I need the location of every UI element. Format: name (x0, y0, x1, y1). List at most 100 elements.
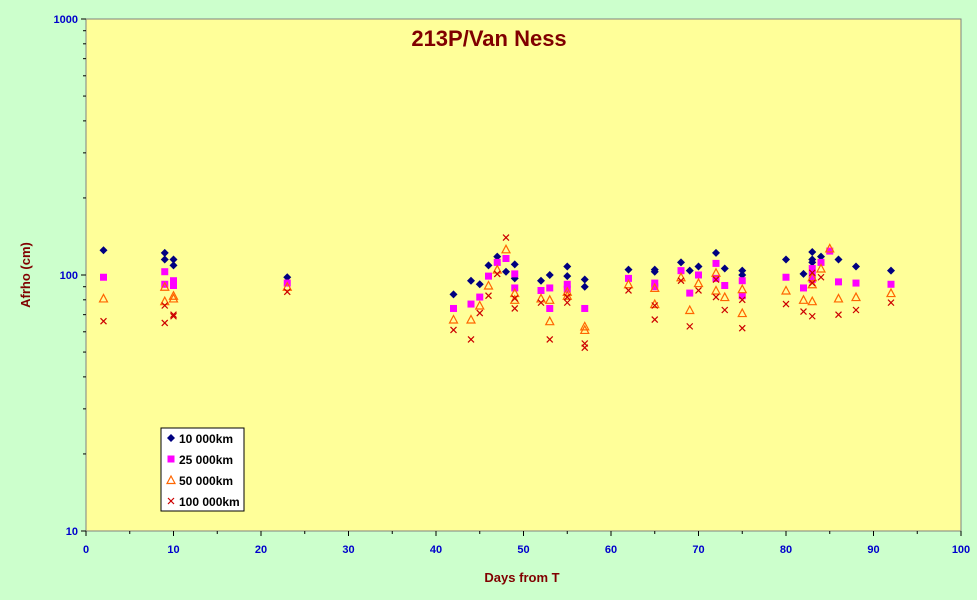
x-tick-label: 60 (605, 544, 617, 556)
data-point (798, 294, 809, 304)
data-point (563, 262, 572, 271)
marker-stroke (695, 287, 702, 294)
x-axis: 0 10 20 30 40 50 60 70 80 90 100 (83, 531, 970, 556)
data-point (817, 273, 825, 281)
data-point (737, 307, 748, 318)
data-point (450, 326, 457, 334)
legend-marker (167, 455, 175, 463)
data-point (537, 286, 545, 294)
marker-stroke (712, 293, 720, 301)
data-point (160, 248, 169, 257)
data-point (511, 305, 519, 312)
data-point (721, 306, 729, 314)
data-point (169, 261, 178, 270)
marker-stroke (546, 336, 554, 343)
marker-stroke (502, 234, 510, 242)
marker-stroke (712, 276, 720, 283)
data-point (466, 314, 476, 324)
series-10-000km (99, 246, 895, 299)
data-point (817, 258, 825, 266)
data-point (168, 293, 179, 303)
x-tick-label: 100 (952, 544, 970, 556)
marker-stroke (170, 311, 177, 319)
data-point (835, 311, 842, 319)
data-point (161, 280, 169, 288)
data-point (835, 278, 842, 286)
data-point (501, 244, 511, 254)
data-point (509, 294, 520, 304)
marker-stroke (651, 302, 659, 309)
data-point (476, 309, 484, 317)
marker-stroke (161, 302, 169, 309)
data-point (563, 280, 571, 288)
data-point (808, 258, 817, 267)
data-point (485, 292, 492, 300)
legend-marker (167, 497, 175, 505)
marker-stroke (467, 336, 475, 343)
data-point (485, 272, 492, 280)
legend-label: 10 000km (179, 432, 233, 446)
marker-stroke (808, 312, 816, 320)
legend-label: 100 000km (179, 495, 240, 509)
data-point (781, 285, 791, 295)
data-point (712, 259, 720, 267)
data-point (651, 316, 659, 323)
data-point (467, 276, 475, 285)
data-point (887, 299, 895, 307)
marker-stroke (887, 299, 895, 307)
data-point (808, 269, 816, 277)
marker-stroke (537, 299, 545, 307)
x-tick-label: 40 (430, 544, 442, 556)
data-point (579, 324, 590, 335)
data-point (651, 302, 659, 309)
data-point (502, 254, 510, 262)
data-point (467, 300, 475, 308)
data-point (563, 293, 571, 301)
marker-stroke (625, 287, 632, 294)
y-axis-label: Afrho (cm) (18, 242, 33, 308)
data-point (711, 267, 721, 277)
data-point (484, 261, 493, 270)
data-point (695, 287, 702, 294)
data-point (467, 336, 475, 343)
data-point (721, 281, 729, 289)
data-point (161, 268, 169, 276)
series-100-000km (100, 234, 895, 352)
x-tick-label: 90 (867, 544, 879, 556)
data-point (581, 304, 589, 312)
data-point (449, 290, 458, 299)
data-point (170, 281, 177, 289)
data-point (808, 247, 817, 256)
data-point (580, 282, 589, 291)
data-point (510, 260, 519, 269)
data-point (624, 265, 633, 274)
data-point (816, 263, 826, 273)
data-point (807, 295, 818, 306)
data-point (800, 284, 807, 292)
data-point (169, 255, 178, 264)
data-point (544, 315, 555, 326)
data-point (100, 273, 107, 281)
data-point (537, 299, 545, 307)
legend-marker (166, 474, 176, 485)
marker-stroke (511, 295, 519, 302)
data-point (483, 280, 494, 290)
x-tick-label: 70 (692, 544, 704, 556)
data-point (650, 267, 659, 276)
marker-stroke (100, 317, 107, 325)
marker-stroke (651, 316, 659, 323)
data-point (537, 276, 545, 285)
data-point (719, 291, 730, 302)
data-point (493, 252, 502, 261)
legend-box (160, 427, 245, 512)
marker-stroke (563, 299, 571, 307)
marker-stroke (511, 305, 519, 312)
data-point (694, 262, 703, 271)
data-point (170, 312, 177, 320)
data-point (712, 248, 720, 257)
data-point (851, 291, 861, 302)
data-point (546, 284, 554, 292)
data-point (476, 293, 484, 301)
data-point (282, 281, 293, 291)
